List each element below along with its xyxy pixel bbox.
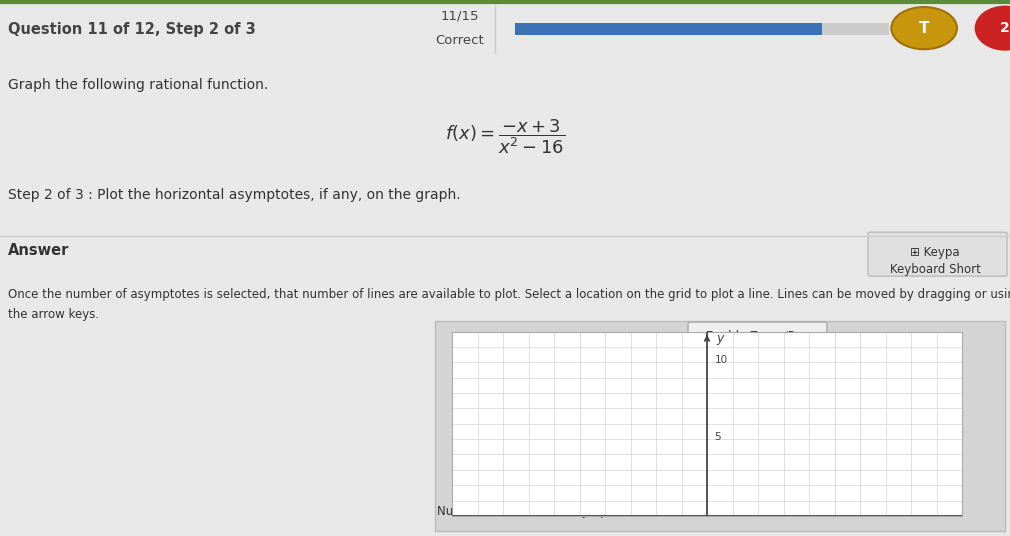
Text: Number of Horizontal Asymptotes:: Number of Horizontal Asymptotes: xyxy=(437,505,641,518)
Bar xyxy=(515,23,821,35)
Text: Correct: Correct xyxy=(435,34,484,47)
Text: Graph the following rational function.: Graph the following rational function. xyxy=(8,78,269,92)
Text: Answer: Answer xyxy=(8,243,70,258)
Bar xyxy=(435,321,1005,531)
Text: the arrow keys.: the arrow keys. xyxy=(8,308,99,321)
Ellipse shape xyxy=(975,6,1010,51)
Text: Step 2 of 3 : Plot the horizontal asymptotes, if any, on the graph.: Step 2 of 3 : Plot the horizontal asympt… xyxy=(8,188,461,202)
Text: 11/15: 11/15 xyxy=(440,9,479,23)
Text: T: T xyxy=(919,21,929,35)
Text: 2: 2 xyxy=(1000,21,1010,35)
Text: y: y xyxy=(716,332,723,345)
Text: Once the number of asymptotes is selected, that number of lines are available to: Once the number of asymptotes is selecte… xyxy=(8,288,1010,301)
Text: Question 11 of 12, Step 2 of 3: Question 11 of 12, Step 2 of 3 xyxy=(8,22,256,37)
Bar xyxy=(515,23,889,35)
Text: ⊞ Keypa: ⊞ Keypa xyxy=(910,245,959,259)
Text: 5: 5 xyxy=(715,432,721,442)
Text: $f(x) = \dfrac{-x+3}{x^2-16}$: $f(x) = \dfrac{-x+3}{x^2-16}$ xyxy=(445,117,565,155)
FancyBboxPatch shape xyxy=(868,232,1007,276)
Text: 10: 10 xyxy=(715,355,728,365)
Text: Keyboard Short: Keyboard Short xyxy=(890,263,981,276)
Ellipse shape xyxy=(891,7,957,49)
Text: Enable Zoom/Pan: Enable Zoom/Pan xyxy=(706,330,808,343)
FancyBboxPatch shape xyxy=(688,322,827,350)
